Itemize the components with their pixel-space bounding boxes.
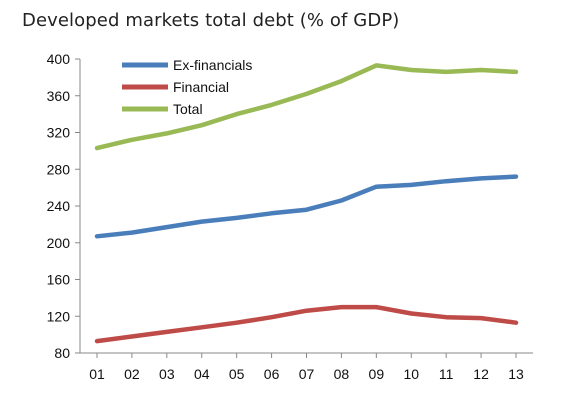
y-tick-label: 160: [47, 272, 71, 288]
chart-title: Developed markets total debt (% of GDP): [22, 10, 400, 31]
legend-label-financial: Financial: [173, 79, 229, 95]
x-tick-label: 10: [403, 366, 419, 382]
y-tick-label: 320: [47, 125, 71, 141]
series-line-total: [94, 63, 519, 151]
x-tick-label: 06: [264, 366, 280, 382]
x-tick-label: 08: [334, 366, 350, 382]
x-tick-label: 03: [159, 366, 175, 382]
series-line-ex-financials: [94, 174, 519, 239]
y-tick-label: 400: [47, 51, 71, 67]
y-tick-label: 360: [47, 88, 71, 104]
x-tick-label: 12: [473, 366, 489, 382]
y-tick-label: 240: [47, 198, 71, 214]
y-tick-label: 280: [47, 161, 71, 177]
x-tick-label: 02: [124, 366, 140, 382]
series-line-financial: [94, 304, 519, 344]
y-tick-label: 200: [47, 235, 71, 251]
legend: Ex-financials Financial Total: [122, 57, 252, 117]
x-tick-label: 09: [369, 366, 385, 382]
legend-label-ex-financials: Ex-financials: [173, 57, 252, 73]
y-tick-label: 120: [47, 308, 71, 324]
x-tick-label: 04: [194, 366, 210, 382]
x-tick-label: 05: [229, 366, 245, 382]
x-tick-label: 11: [439, 366, 454, 382]
legend-label-total: Total: [173, 101, 203, 117]
x-tick-label: 01: [89, 366, 105, 382]
x-tick-label: 13: [508, 366, 524, 382]
x-tick-label: 07: [299, 366, 315, 382]
axes: 80 120 160 200 240 280 320 360 400 01 02 03 04 05 06 07…: [47, 51, 533, 382]
y-tick-label: 80: [54, 345, 70, 361]
series-layer: [94, 63, 519, 344]
